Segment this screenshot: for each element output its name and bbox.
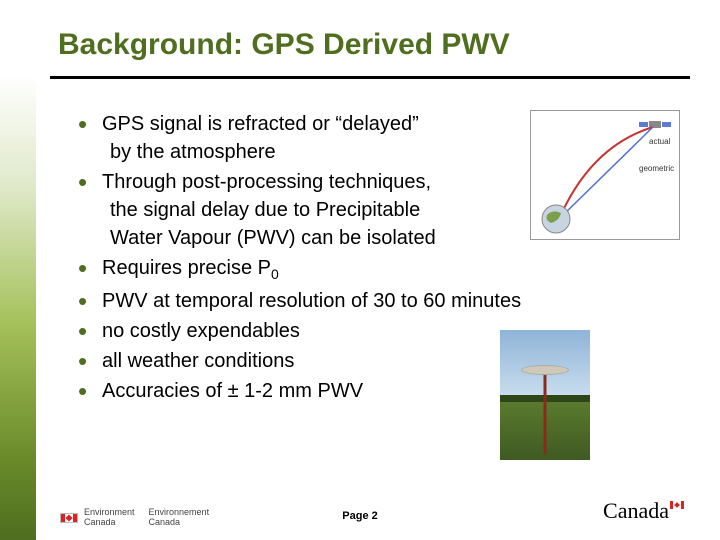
satellite-icon (639, 121, 671, 128)
bullet-item: all weather conditions (78, 347, 690, 375)
slide: Background: GPS Derived PWV GPS signal i… (0, 0, 720, 540)
antenna-pole (544, 369, 547, 454)
subscript: 0 (271, 266, 279, 282)
bullet-text: Accuracies of ± 1-2 mm PWV (102, 380, 363, 402)
label-geometric: geometric (639, 164, 674, 173)
environment-canada-logo: Environment Canada Environnement Canada (60, 508, 209, 528)
bullet-text: Through post-processing techniques, (102, 171, 431, 193)
ec-fr-line2: Canada (149, 518, 210, 528)
left-gradient-bar (0, 0, 36, 540)
bullet-item: Requires precise P0 (78, 254, 690, 285)
bullet-text: PWV at temporal resolution of 30 to 60 m… (102, 290, 521, 312)
antenna-disc (521, 365, 569, 375)
gps-signal-diagram: actual geometric (530, 110, 680, 240)
geometric-path (559, 127, 653, 219)
label-actual: actual (649, 137, 671, 146)
antenna-photo (500, 330, 590, 460)
wordmark-text: Canada (603, 498, 669, 524)
page-number: Page 2 (342, 510, 377, 522)
ec-en-line2: Canada (84, 518, 135, 528)
ec-french: Environnement Canada (149, 508, 210, 528)
gps-diagram-svg: actual geometric (531, 111, 681, 241)
bullet-item: Accuracies of ± 1-2 mm PWV (78, 377, 690, 405)
canada-flag-icon (60, 513, 78, 523)
bullet-text: Requires precise P (102, 257, 271, 279)
slide-title: Background: GPS Derived PWV (58, 28, 510, 62)
ec-english: Environment Canada (84, 508, 135, 528)
bullet-text: no costly expendables (102, 320, 300, 342)
wordmark-flag-icon (670, 501, 684, 509)
footer: Environment Canada Environnement Canada … (0, 488, 720, 528)
bullet-item: PWV at temporal resolution of 30 to 60 m… (78, 287, 690, 315)
bullet-text: all weather conditions (102, 350, 294, 372)
bullet-text: GPS signal is refracted or “delayed” (102, 113, 419, 135)
title-underline (50, 76, 690, 79)
bullet-item: no costly expendables (78, 317, 690, 345)
canada-wordmark: Canada (603, 498, 684, 524)
